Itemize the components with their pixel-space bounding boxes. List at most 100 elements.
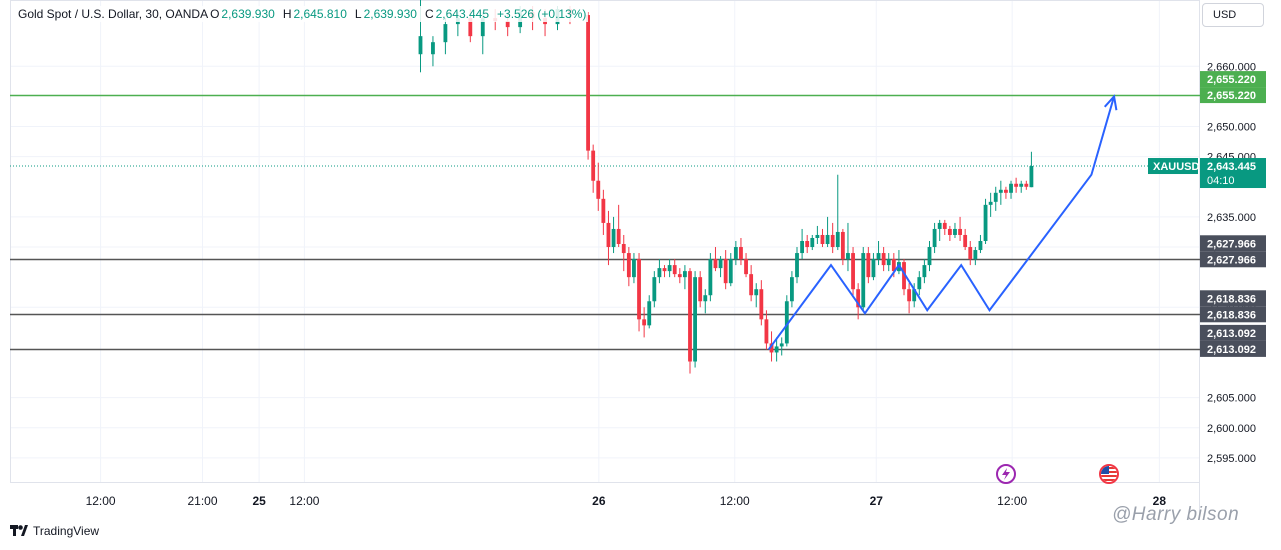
tradingview-logo[interactable]: TradingView <box>10 524 99 538</box>
candle-body <box>431 42 435 55</box>
candle-body <box>596 180 601 199</box>
candle-body <box>927 247 932 266</box>
candle-body <box>856 289 861 308</box>
candle-body <box>611 228 616 248</box>
candle-body <box>749 274 754 296</box>
candle-body <box>769 343 774 353</box>
plot-border <box>10 0 1200 483</box>
candle-body <box>835 231 840 248</box>
candle-body <box>958 228 962 235</box>
candle-body <box>815 234 820 238</box>
candle-body <box>876 253 881 260</box>
candle-body <box>947 228 952 235</box>
level-label: 2,618.836 <box>1207 309 1256 321</box>
candle-body <box>774 346 779 353</box>
us-flag-icon[interactable] <box>1099 464 1119 484</box>
candle-body <box>591 150 596 181</box>
candle-body <box>652 277 657 302</box>
candle-body <box>688 271 692 362</box>
candle-body <box>616 228 621 245</box>
price-tick-label: 2,650.000 <box>1207 122 1256 134</box>
level-label: 2,613.092 <box>1207 344 1256 356</box>
candle-body <box>978 241 983 251</box>
level-label: 2,655.220 <box>1207 74 1256 86</box>
pattern-arrowhead <box>1103 94 1118 111</box>
level-label: 2,613.092 <box>1207 328 1256 340</box>
candle-body <box>789 277 794 302</box>
candle-body <box>733 247 738 260</box>
high-value: 2,645.810 <box>293 7 347 21</box>
currency-label: USD <box>1213 9 1237 21</box>
open-value: 2,639.930 <box>221 7 275 21</box>
candle-body <box>988 201 993 205</box>
candle-body <box>728 259 733 284</box>
lightning-glyph <box>1002 468 1010 480</box>
candle-body <box>468 18 473 37</box>
time-tick-label: 12:00 <box>289 494 319 508</box>
candle-body <box>973 250 978 260</box>
candle-body <box>1019 183 1024 187</box>
candle-body <box>443 24 448 43</box>
countdown-label: 04:10 <box>1207 175 1235 187</box>
candle-body <box>861 253 866 308</box>
candle-body <box>626 253 631 278</box>
current-price-bg <box>1200 158 1266 189</box>
open-label: O <box>210 7 220 21</box>
candle-body <box>723 259 728 284</box>
tradingview-logo-icon <box>10 525 28 536</box>
candle-body <box>606 222 611 248</box>
level-label-bg <box>1200 87 1266 104</box>
candle-body <box>1009 183 1013 193</box>
change-value: +3.526 (+0.13%) <box>497 7 587 21</box>
pattern-drawing[interactable] <box>767 94 1118 351</box>
candle-body <box>840 231 845 260</box>
candle-body <box>713 259 718 269</box>
horizontal-levels <box>10 94 1200 351</box>
price-tick-label: 2,595.000 <box>1207 453 1256 465</box>
candle-body <box>866 253 871 278</box>
symbol-tag: XAUUSD <box>1153 161 1200 173</box>
time-axis[interactable]: 12:00 21:00 25 12:00 26 12:00 27 12:00 28 <box>86 494 1167 508</box>
candle-body <box>1014 183 1019 187</box>
candle-body <box>998 189 1003 193</box>
price-tick-label: 2,660.000 <box>1207 61 1256 73</box>
price-tick-label: 2,605.000 <box>1207 393 1256 405</box>
grid-lines <box>10 0 1199 482</box>
candle-body <box>846 253 850 260</box>
candle-body <box>601 198 606 223</box>
candle-body <box>505 21 510 28</box>
candlestick-series <box>418 0 1034 374</box>
candle-body <box>642 319 647 326</box>
tradingview-logo-text: TradingView <box>33 524 100 538</box>
candle-body <box>586 15 590 151</box>
candle-body <box>881 253 886 266</box>
candle-body <box>708 259 713 296</box>
pattern-path <box>767 96 1116 351</box>
candle-body <box>891 259 896 272</box>
candle-body <box>418 36 423 55</box>
symbol-legend[interactable]: Gold Spot / U.S. Dollar, 30, OANDA O 2,63… <box>16 6 589 22</box>
lightning-icon[interactable] <box>996 464 1016 484</box>
candle-body <box>677 274 682 278</box>
candle-body <box>759 289 764 320</box>
candle-body <box>632 259 636 278</box>
current-price-label: 2,643.445 <box>1207 161 1256 173</box>
candle-body <box>917 277 922 290</box>
level-label: 2,618.836 <box>1207 293 1256 305</box>
candle-body <box>682 271 687 278</box>
candle-body <box>739 247 743 260</box>
currency-selector[interactable]: USD <box>1202 3 1264 27</box>
level-label-bg <box>1200 235 1266 252</box>
price-labels: 2,655.220 2,655.220 2,627.966 2,627.966 2,61… <box>1148 71 1266 357</box>
candle-body <box>795 253 799 278</box>
candle-body <box>764 319 769 344</box>
price-tick-label: 2,600.000 <box>1207 423 1256 435</box>
candle-body <box>871 259 876 278</box>
candle-body <box>805 241 810 248</box>
flag-glyph <box>1101 466 1117 482</box>
low-value: 2,639.930 <box>363 7 417 21</box>
time-tick-label: 12:00 <box>997 494 1027 508</box>
close-value: 2,643.445 <box>435 7 490 21</box>
candle-body <box>963 234 968 248</box>
